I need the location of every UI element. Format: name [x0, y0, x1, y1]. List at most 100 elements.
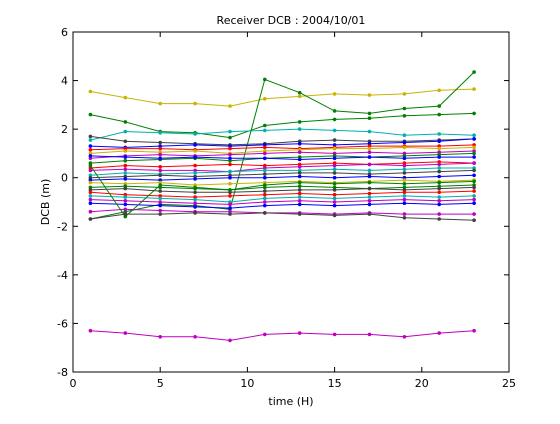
series-line [90, 88, 475, 107]
data-point [332, 171, 337, 175]
data-point [88, 190, 93, 195]
x-tick-label: 10 [240, 377, 254, 390]
series-26 [88, 211, 476, 222]
data-point [158, 208, 162, 213]
data-point [402, 145, 407, 150]
series-16 [88, 173, 476, 182]
data-point [193, 143, 197, 147]
series-line [90, 112, 475, 139]
data-point [472, 70, 476, 74]
data-point [193, 201, 197, 205]
data-point [263, 189, 267, 193]
data-point [367, 202, 372, 207]
data-point [228, 135, 232, 140]
data-point [123, 149, 128, 153]
data-point [472, 161, 476, 165]
data-point [402, 106, 407, 111]
series-27 [88, 328, 476, 343]
data-point [332, 200, 337, 204]
data-point [158, 335, 162, 339]
data-point [472, 133, 476, 137]
series-line [90, 128, 475, 141]
series-line [90, 330, 475, 341]
data-point [123, 186, 128, 191]
data-point [88, 201, 93, 205]
data-point [437, 152, 442, 157]
data-point [193, 132, 197, 136]
data-point [437, 146, 442, 151]
data-point [367, 111, 372, 116]
data-point [332, 167, 337, 171]
data-point [193, 171, 197, 175]
data-point [472, 137, 476, 141]
data-point [402, 92, 407, 96]
data-point [332, 161, 337, 165]
data-point [123, 158, 128, 163]
data-point [158, 178, 162, 182]
data-point [263, 97, 267, 101]
data-point [123, 129, 128, 134]
series-line [90, 212, 475, 221]
data-point [472, 197, 476, 202]
data-point [88, 180, 93, 185]
data-point [158, 152, 162, 157]
data-point [193, 197, 197, 202]
data-point [402, 182, 407, 186]
data-point [193, 168, 197, 173]
data-point [297, 141, 302, 146]
data-point [263, 175, 267, 180]
data-point [228, 188, 232, 192]
series-line [89, 165, 475, 218]
data-point [332, 156, 337, 161]
data-point [472, 145, 476, 150]
data-point [88, 163, 93, 168]
data-point [297, 199, 302, 203]
y-tick-label: -6 [57, 317, 68, 330]
chart-title: Receiver DCB : 2004/10/01 [217, 14, 366, 27]
y-tick-label: 6 [61, 26, 68, 39]
data-point [472, 212, 476, 216]
data-point [123, 95, 128, 100]
data-point [123, 212, 128, 216]
data-point [332, 332, 337, 337]
x-tick-label: 15 [328, 377, 342, 390]
series-line [90, 190, 475, 198]
data-point [88, 178, 93, 182]
data-point [123, 331, 128, 335]
data-point [297, 168, 302, 173]
data-point [123, 171, 128, 175]
data-point [88, 185, 93, 190]
series-line [90, 138, 475, 148]
data-point [367, 186, 372, 191]
data-point [297, 171, 302, 175]
data-point [193, 205, 197, 209]
data-point [158, 168, 162, 173]
data-point [123, 199, 128, 203]
data-point [437, 88, 442, 93]
data-point [123, 155, 128, 159]
data-point [158, 101, 162, 106]
data-point [402, 140, 407, 145]
data-point [472, 155, 476, 159]
data-point [158, 146, 162, 151]
series-21 [88, 194, 476, 204]
data-point [297, 174, 302, 179]
data-point [402, 167, 407, 171]
data-point [402, 335, 407, 339]
data-point [158, 203, 162, 208]
data-point [332, 188, 337, 192]
series-23 [88, 201, 476, 210]
series-2 [88, 111, 476, 140]
data-point [402, 212, 407, 216]
data-point [437, 190, 442, 195]
series-line [90, 199, 475, 205]
data-point [158, 183, 162, 187]
data-point [88, 168, 93, 173]
data-point [158, 140, 162, 145]
series-layer [88, 70, 476, 343]
data-point [367, 150, 372, 154]
data-point [332, 182, 337, 186]
data-point [437, 112, 442, 117]
data-point [193, 190, 197, 195]
